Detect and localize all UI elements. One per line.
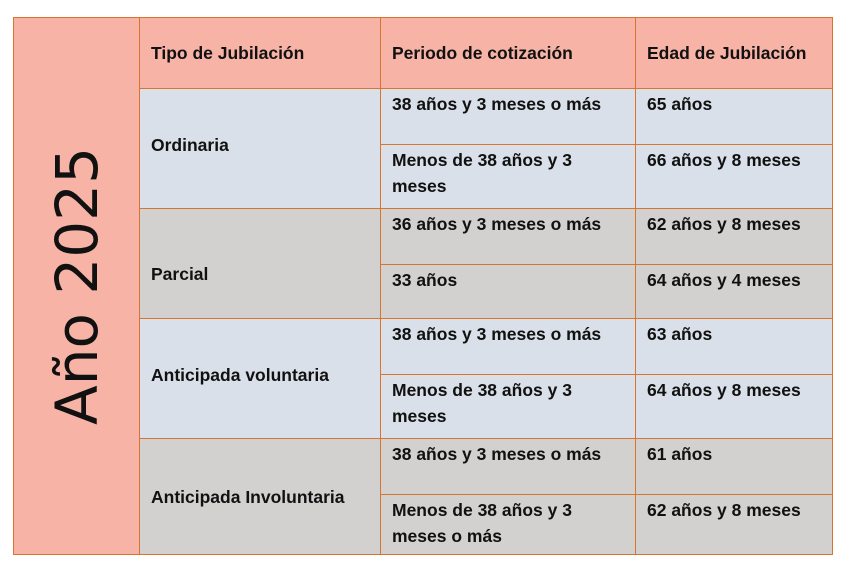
edad-value: 62 años y 8 meses [647, 214, 801, 234]
header-edad-label: Edad de Jubilación [647, 43, 807, 63]
header-tipo-label: Tipo de Jubilación [151, 43, 305, 63]
edad-value: 63 años [647, 324, 713, 344]
year-column: Año 2025 [13, 17, 140, 555]
edad-value: 64 años y 4 meses [647, 270, 801, 290]
row-tipo-anticipada-voluntaria: Anticipada voluntaria [139, 318, 381, 439]
periodo-value: 38 años y 3 meses o más [392, 324, 602, 344]
table-cell-edad: 64 años y 4 meses [635, 264, 833, 319]
tipo-label: Ordinaria [151, 135, 229, 155]
edad-value: 62 años y 8 meses [647, 500, 801, 520]
periodo-value: 33 años [392, 270, 458, 290]
table-cell-periodo: 36 años y 3 meses o más [380, 208, 636, 265]
header-tipo: Tipo de Jubilación [139, 17, 381, 89]
table-cell-edad: 65 años [635, 88, 833, 145]
table-cell-periodo: Menos de 38 años y 3 meses [380, 144, 636, 209]
tipo-label: Parcial [151, 264, 209, 284]
periodo-value: 38 años y 3 meses o más [392, 94, 602, 114]
header-periodo: Periodo de cotización [380, 17, 636, 89]
row-tipo-anticipada-involuntaria: Anticipada Involuntaria [139, 438, 381, 555]
table-cell-edad: 62 años y 8 meses [635, 208, 833, 265]
retirement-table: Año 2025 Tipo de Jubilación Periodo de c… [13, 17, 833, 555]
table-cell-periodo: 38 años y 3 meses o más [380, 318, 636, 375]
table-cell-periodo: 38 años y 3 meses o más [380, 88, 636, 145]
header-periodo-label: Periodo de cotización [392, 43, 573, 63]
periodo-value: 38 años y 3 meses o más [392, 444, 602, 464]
tipo-label: Anticipada voluntaria [151, 365, 329, 385]
row-tipo-ordinaria: Ordinaria [139, 88, 381, 209]
table-cell-periodo: Menos de 38 años y 3 meses [380, 374, 636, 439]
edad-value: 64 años y 8 meses [647, 380, 801, 400]
table-cell-edad: 66 años y 8 meses [635, 144, 833, 209]
edad-value: 61 años [647, 444, 713, 464]
year-label: Año 2025 [42, 147, 111, 425]
edad-value: 66 años y 8 meses [647, 150, 801, 170]
table-cell-periodo: 38 años y 3 meses o más [380, 438, 636, 495]
header-edad: Edad de Jubilación [635, 17, 833, 89]
table-cell-periodo: 33 años [380, 264, 636, 319]
periodo-value: Menos de 38 años y 3 meses [392, 150, 572, 196]
table-cell-edad: 62 años y 8 meses [635, 494, 833, 555]
edad-value: 65 años [647, 94, 713, 114]
table-cell-periodo: Menos de 38 años y 3 meses o más [380, 494, 636, 555]
table-cell-edad: 64 años y 8 meses [635, 374, 833, 439]
row-tipo-parcial: Parcial [139, 208, 381, 319]
table-cell-edad: 63 años [635, 318, 833, 375]
periodo-value: 36 años y 3 meses o más [392, 214, 602, 234]
periodo-value: Menos de 38 años y 3 meses o más [392, 500, 572, 546]
tipo-label: Anticipada Involuntaria [151, 487, 345, 507]
periodo-value: Menos de 38 años y 3 meses [392, 380, 572, 426]
table-cell-edad: 61 años [635, 438, 833, 495]
